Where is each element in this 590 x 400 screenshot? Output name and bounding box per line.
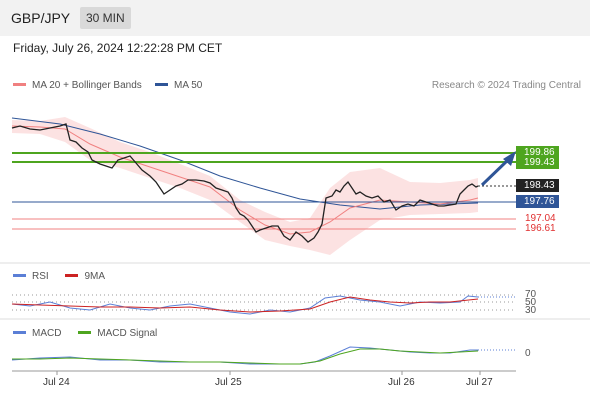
legend-ma20: MA 20 + Bollinger Bands	[13, 80, 142, 91]
x-label-jul24: Jul 24	[43, 377, 70, 388]
ma20-label: MA 20 + Bollinger Bands	[32, 80, 142, 91]
ma50-label: MA 50	[174, 80, 203, 91]
support1-label: 197.04	[525, 213, 556, 224]
forecast-arrowhead	[503, 151, 516, 166]
rsi-tick-50: 50	[525, 297, 537, 308]
macd-signal-label: MACD Signal	[97, 328, 158, 339]
macd-swatch	[13, 330, 26, 334]
rsi-ma-line	[11, 296, 479, 313]
resistance1-tag: 199.43	[516, 156, 559, 169]
ma50-line	[11, 117, 479, 210]
ma50-swatch	[155, 82, 168, 86]
bollinger-band	[12, 117, 478, 255]
pivot-tag: 197.76	[516, 195, 559, 208]
credit-text: Research © 2024 Trading Central	[431, 80, 581, 91]
resistance2-value: 199.86	[524, 147, 555, 158]
x-label-jul25: Jul 25	[215, 377, 242, 388]
forecast-arrow	[480, 158, 510, 187]
price-line	[11, 123, 479, 243]
rsi-legend: RSI 9MA	[13, 271, 105, 282]
resistance1-value: 199.43	[524, 157, 555, 168]
macd-label: MACD	[32, 328, 62, 339]
x-label-jul26: Jul 26	[388, 377, 415, 388]
macd-tick-0: 0	[525, 348, 531, 359]
support2-label: 196.61	[525, 223, 556, 234]
rsi-tick-30: 30	[525, 305, 537, 316]
pair-title: GBP/JPY	[11, 10, 71, 26]
macd-signal-line	[12, 348, 479, 365]
resistance2-tag: 199.86	[516, 146, 559, 159]
macd-legend: MACD MACD Signal	[13, 328, 157, 339]
rsi-swatch	[13, 273, 26, 277]
timestamp: Friday, July 26, 2024 12:22:28 PM CET	[13, 41, 223, 55]
macd-signal-swatch	[78, 330, 92, 334]
legend-ma50: MA 50	[155, 80, 202, 91]
last-price-value: 198.43	[524, 180, 555, 191]
rsi-ma-swatch	[65, 273, 79, 277]
rsi-label: RSI	[32, 271, 49, 282]
rsi-ma-label: 9MA	[84, 271, 106, 282]
ma20-swatch	[13, 82, 26, 86]
pivot-value: 197.76	[524, 196, 555, 207]
last-price-tag: 198.43	[516, 179, 559, 192]
x-label-jul27: Jul 27	[466, 377, 493, 388]
macd-line	[11, 346, 478, 365]
timeframe-badge[interactable]: 30 MIN	[80, 7, 131, 29]
header-bar: GBP/JPY 30 MIN	[0, 0, 590, 36]
rsi-tick-70: 70	[525, 289, 537, 300]
